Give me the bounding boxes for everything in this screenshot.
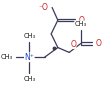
Text: ⁻O: ⁻O — [38, 3, 48, 12]
Text: CH₃: CH₃ — [75, 21, 87, 27]
Text: CH₃: CH₃ — [1, 54, 13, 60]
Text: O: O — [96, 39, 102, 48]
Text: CH₃: CH₃ — [23, 76, 35, 82]
Text: N⁺: N⁺ — [24, 53, 34, 62]
Text: O: O — [79, 16, 85, 25]
Text: CH₃: CH₃ — [23, 33, 35, 39]
Text: O: O — [70, 40, 76, 49]
